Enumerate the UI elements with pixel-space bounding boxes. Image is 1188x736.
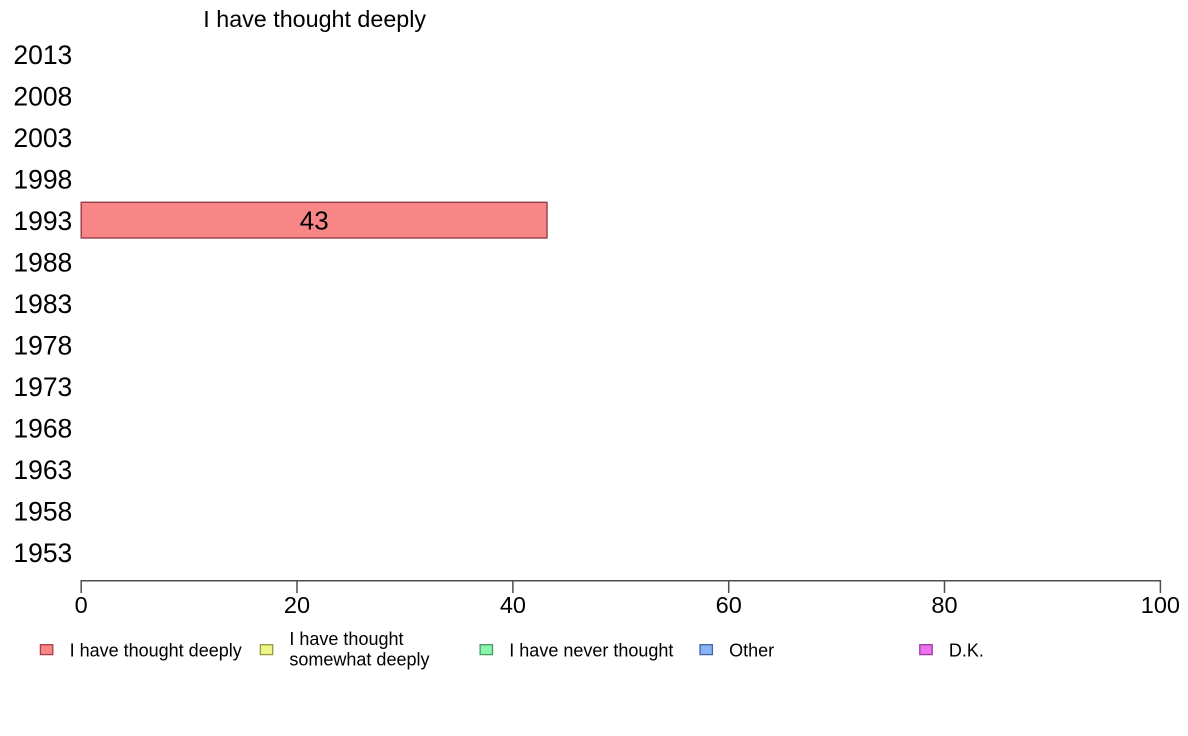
svg-text:80: 80 (931, 592, 957, 618)
svg-text:1978: 1978 (13, 331, 72, 361)
svg-text:1963: 1963 (13, 455, 72, 485)
svg-text:1958: 1958 (13, 497, 72, 527)
svg-text:100: 100 (1141, 592, 1180, 618)
svg-text:somewhat deeply: somewhat deeply (289, 649, 429, 669)
svg-text:43: 43 (300, 206, 329, 236)
svg-text:D.K.: D.K. (949, 641, 984, 661)
svg-text:40: 40 (500, 592, 526, 618)
svg-text:1993: 1993 (13, 206, 72, 236)
svg-text:20: 20 (284, 592, 310, 618)
svg-text:Other: Other (729, 641, 774, 661)
svg-text:1968: 1968 (13, 414, 72, 444)
svg-text:I have never thought: I have never thought (509, 641, 673, 661)
svg-text:1973: 1973 (13, 372, 72, 402)
svg-text:0: 0 (75, 592, 88, 618)
svg-text:2008: 2008 (13, 82, 72, 112)
svg-text:1953: 1953 (13, 538, 72, 568)
svg-text:1998: 1998 (13, 165, 72, 195)
svg-text:2003: 2003 (13, 123, 72, 153)
svg-text:2013: 2013 (13, 40, 72, 70)
svg-text:I have thought: I have thought (289, 629, 403, 649)
svg-text:I have thought deeply: I have thought deeply (203, 6, 426, 32)
svg-text:1988: 1988 (13, 248, 72, 278)
svg-text:I have thought deeply: I have thought deeply (70, 641, 242, 661)
svg-text:1983: 1983 (13, 289, 72, 319)
svg-text:60: 60 (716, 592, 742, 618)
